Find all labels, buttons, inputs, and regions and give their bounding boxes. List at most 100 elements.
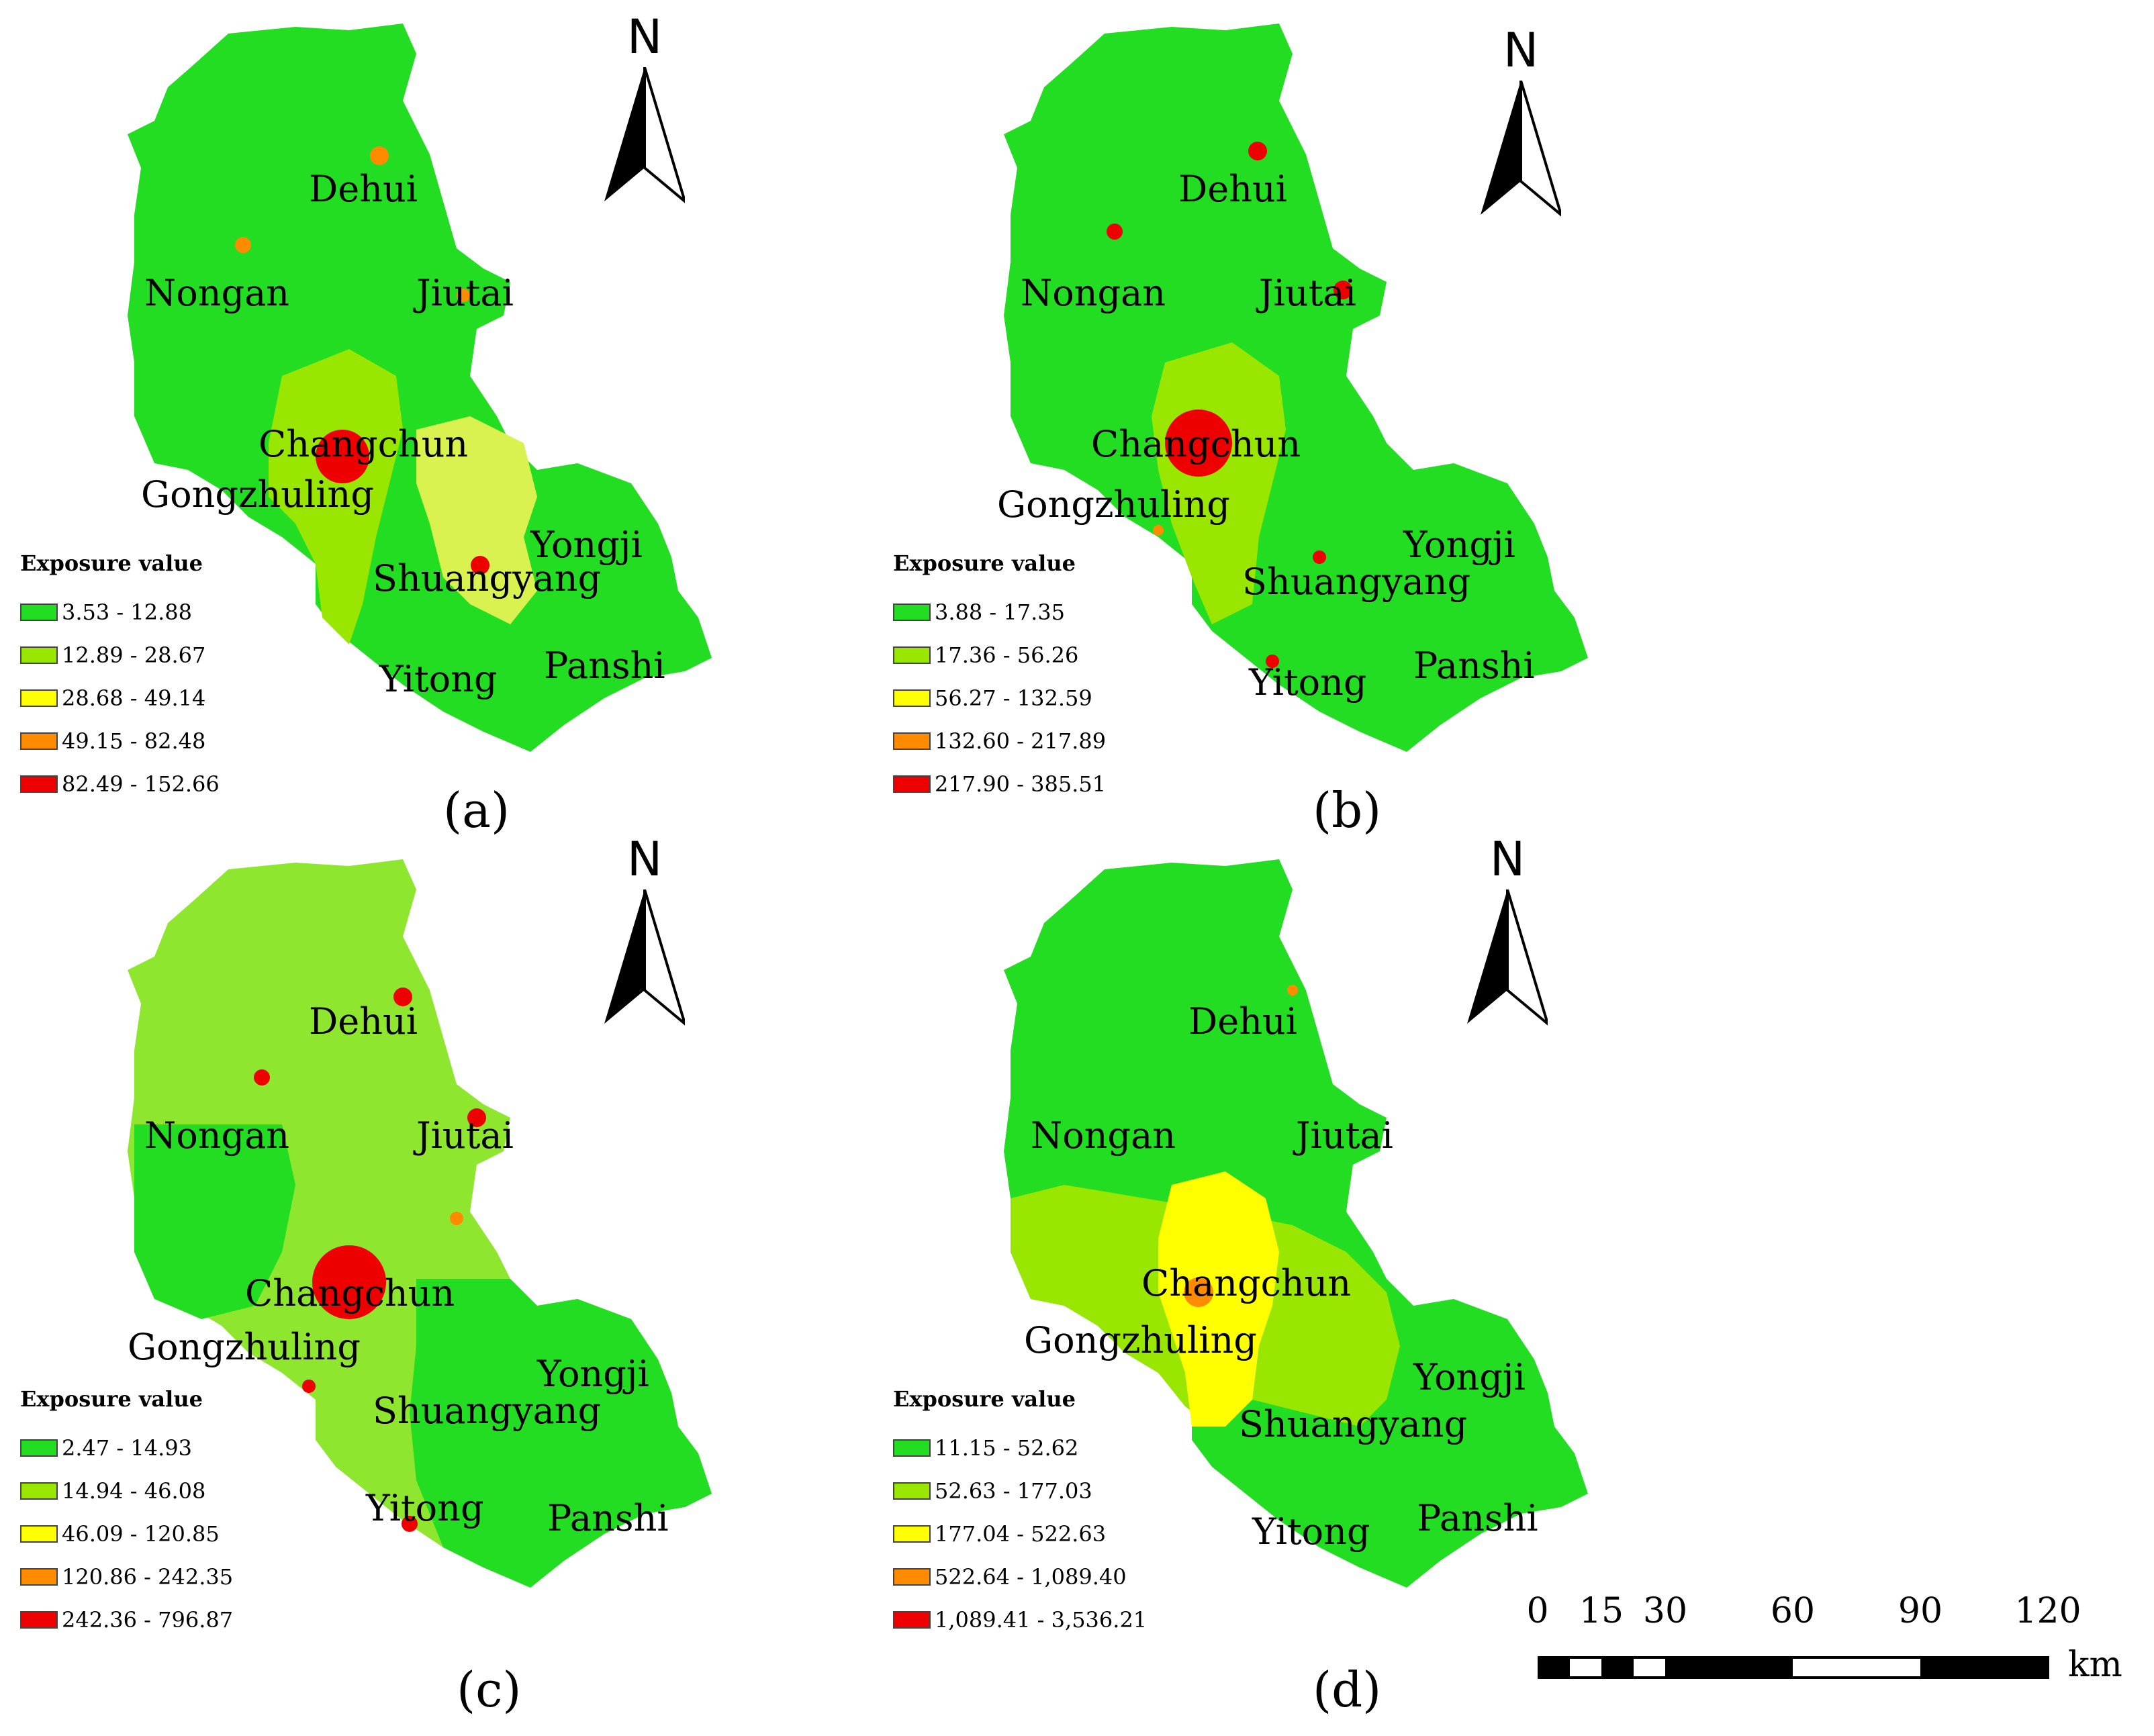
north-letter: N: [1503, 23, 1539, 78]
legend-title: Exposure value: [893, 550, 1076, 576]
place-shuangyang: Shuangyang: [373, 557, 602, 599]
swatch-class5: [893, 1611, 931, 1629]
scale-tick: 0: [1526, 1591, 1549, 1631]
hotspot-class5: [254, 1069, 270, 1086]
legend-label: 52.63 - 177.03: [935, 1478, 1092, 1504]
swatch-class3: [893, 1525, 931, 1543]
north-arrow: N: [1474, 27, 1568, 228]
legend-row: 82.49 - 152.66: [20, 763, 220, 806]
north-arrow-icon: [604, 67, 685, 203]
legend-label: 46.09 - 120.85: [62, 1521, 220, 1547]
zone-class3: [1158, 1171, 1279, 1427]
hotspot-class5: [1313, 550, 1326, 564]
legend-label: 11.15 - 52.62: [935, 1435, 1079, 1461]
swatch-class2: [893, 646, 931, 664]
legend-row: 3.53 - 12.88: [20, 591, 220, 634]
hotspot-class4: [1287, 985, 1298, 996]
map-panel-d: Dehui Nongan Jiutai Changchun Gongzhulin…: [876, 836, 1749, 1718]
zone-class3: [416, 416, 537, 624]
legend-label: 56.27 - 132.59: [935, 685, 1092, 711]
swatch-class5: [20, 1611, 58, 1629]
swatch-class4: [20, 1568, 58, 1586]
north-arrow: N: [598, 836, 692, 1037]
swatch-class5: [893, 775, 931, 793]
scale-tick: 120: [2014, 1591, 2081, 1631]
legend-label: 217.90 - 385.51: [935, 771, 1107, 797]
legend-row: 56.27 - 132.59: [893, 677, 1106, 720]
zone-class1: [134, 1124, 295, 1319]
swatch-class1: [893, 1439, 931, 1457]
panel-label-b: (b): [1313, 782, 1382, 838]
legend-title: Exposure value: [20, 1386, 203, 1412]
north-letter: N: [626, 832, 663, 887]
legend-b: Exposure value 3.88 - 17.35 17.36 - 56.2…: [893, 550, 1106, 806]
scale-unit: km: [2068, 1645, 2122, 1685]
hotspot-class4: [450, 1212, 463, 1225]
legend-label: 14.94 - 46.08: [62, 1478, 206, 1504]
north-arrow-icon: [1467, 889, 1548, 1026]
legend-label: 177.04 - 522.63: [935, 1521, 1107, 1547]
map-d-regions: [1004, 859, 1588, 1588]
map-panel-c: Dehui Nongan Jiutai Changchun Gongzhulin…: [0, 836, 873, 1718]
place-shuangyang: Shuangyang: [1242, 561, 1471, 603]
legend-row: 28.68 - 49.14: [20, 677, 220, 720]
legend-row: 49.15 - 82.48: [20, 720, 220, 763]
legend-label: 2.47 - 14.93: [62, 1435, 193, 1461]
legend-a: Exposure value 3.53 - 12.88 12.89 - 28.6…: [20, 550, 220, 806]
scale-bar: 0 15 30 60 90 120 km: [1524, 1591, 2154, 1698]
legend-row: 217.90 - 385.51: [893, 763, 1106, 806]
place-changchun: Changchun: [1141, 1262, 1352, 1304]
north-letter: N: [626, 9, 663, 64]
place-yitong: Yitong: [1249, 661, 1367, 704]
map-panel-b: Dehui Nongan Jiutai Changchun Gongzhulin…: [876, 0, 1749, 846]
place-dehui: Dehui: [309, 168, 418, 210]
legend-label: 17.36 - 56.26: [935, 642, 1079, 668]
place-jiutai: Jiutai: [416, 1114, 514, 1157]
legend-row: 177.04 - 522.63: [893, 1512, 1147, 1555]
swatch-class3: [893, 689, 931, 707]
scale-tick: 15: [1579, 1591, 1624, 1631]
legend-row: 1,089.41 - 3,536.21: [893, 1598, 1147, 1641]
map-c-regions: [128, 859, 712, 1588]
hotspot-class5: [467, 1108, 486, 1127]
place-changchun: Changchun: [259, 423, 469, 465]
panel-label-d: (d): [1313, 1661, 1382, 1718]
place-nongan: Nongan: [1021, 272, 1166, 314]
zone-class1: [410, 1279, 712, 1588]
north-arrow: N: [598, 13, 692, 215]
place-jiutai: Jiutai: [416, 272, 514, 314]
legend-row: 3.88 - 17.35: [893, 591, 1106, 634]
hotspot-class4: [1184, 1277, 1213, 1307]
place-dehui: Dehui: [309, 1000, 418, 1043]
place-gongzhuling: Gongzhuling: [128, 1326, 361, 1368]
place-dehui: Dehui: [1178, 168, 1288, 210]
place-yongji: Yongji: [1413, 1356, 1526, 1398]
hotspot-class5: [316, 430, 369, 483]
legend-label: 120.86 - 242.35: [62, 1564, 234, 1590]
legend-label: 3.88 - 17.35: [935, 599, 1066, 625]
place-panshi: Panshi: [1413, 644, 1535, 687]
north-arrow: N: [1460, 836, 1554, 1037]
legend-row: 2.47 - 14.93: [20, 1427, 233, 1469]
legend-title: Exposure value: [20, 550, 203, 576]
place-gongzhuling: Gongzhuling: [1024, 1319, 1257, 1361]
place-yitong: Yitong: [1252, 1510, 1370, 1553]
legend-row: 120.86 - 242.35: [20, 1555, 233, 1598]
swatch-class1: [893, 604, 931, 621]
place-dehui: Dehui: [1188, 1000, 1298, 1043]
swatch-class3: [20, 1525, 58, 1543]
place-gongzhuling: Gongzhuling: [141, 473, 374, 516]
place-shuangyang: Shuangyang: [373, 1390, 602, 1432]
place-nongan: Nongan: [144, 1114, 290, 1157]
hotspot-class5: [393, 987, 412, 1006]
legend-label: 3.53 - 12.88: [62, 599, 193, 625]
legend-row: 522.64 - 1,089.40: [893, 1555, 1147, 1598]
place-nongan: Nongan: [144, 272, 290, 314]
place-shuangyang: Shuangyang: [1239, 1403, 1468, 1445]
legend-label: 132.60 - 217.89: [935, 728, 1107, 754]
hotspot-class4: [457, 289, 470, 302]
zone-class2: [269, 349, 403, 644]
place-nongan: Nongan: [1031, 1114, 1176, 1157]
place-yongji: Yongji: [1403, 524, 1515, 566]
swatch-class5: [20, 775, 58, 793]
